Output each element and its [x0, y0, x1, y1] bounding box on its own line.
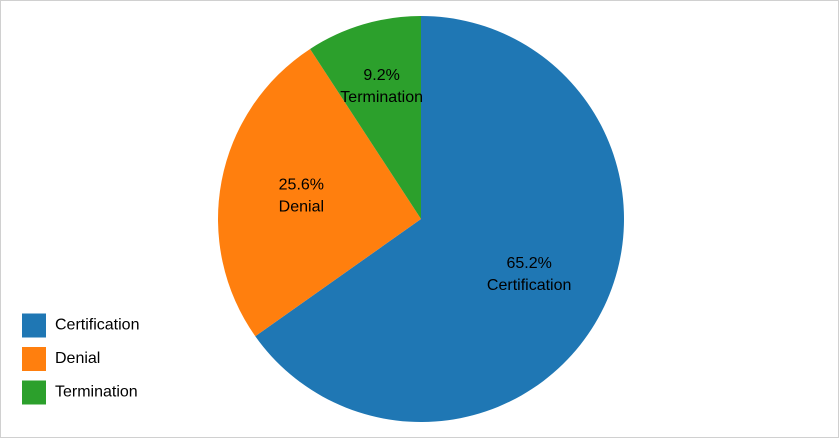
legend-label: Termination — [55, 384, 138, 401]
category-label: Denial — [279, 198, 324, 215]
pie-slice — [310, 15, 421, 219]
legend-label: Certification — [55, 317, 139, 334]
pie — [217, 15, 624, 422]
value-label: 25.6% — [279, 176, 324, 193]
value-label: 9.2% — [363, 67, 399, 84]
category-label: Termination — [340, 89, 423, 106]
value-label: 65.2% — [506, 255, 551, 272]
legend: Certification Denial Termination — [22, 313, 139, 405]
legend-label: Denial — [55, 350, 100, 367]
pie-slice — [217, 48, 421, 337]
slice-labels: 65.2% Certification 25.6% Denial 9.2% Termina… — [279, 67, 572, 294]
legend-swatch — [22, 313, 46, 338]
legend-swatch — [22, 380, 46, 405]
category-label: Certification — [487, 277, 571, 294]
pie-slice — [255, 16, 624, 422]
legend-swatch — [22, 347, 46, 371]
